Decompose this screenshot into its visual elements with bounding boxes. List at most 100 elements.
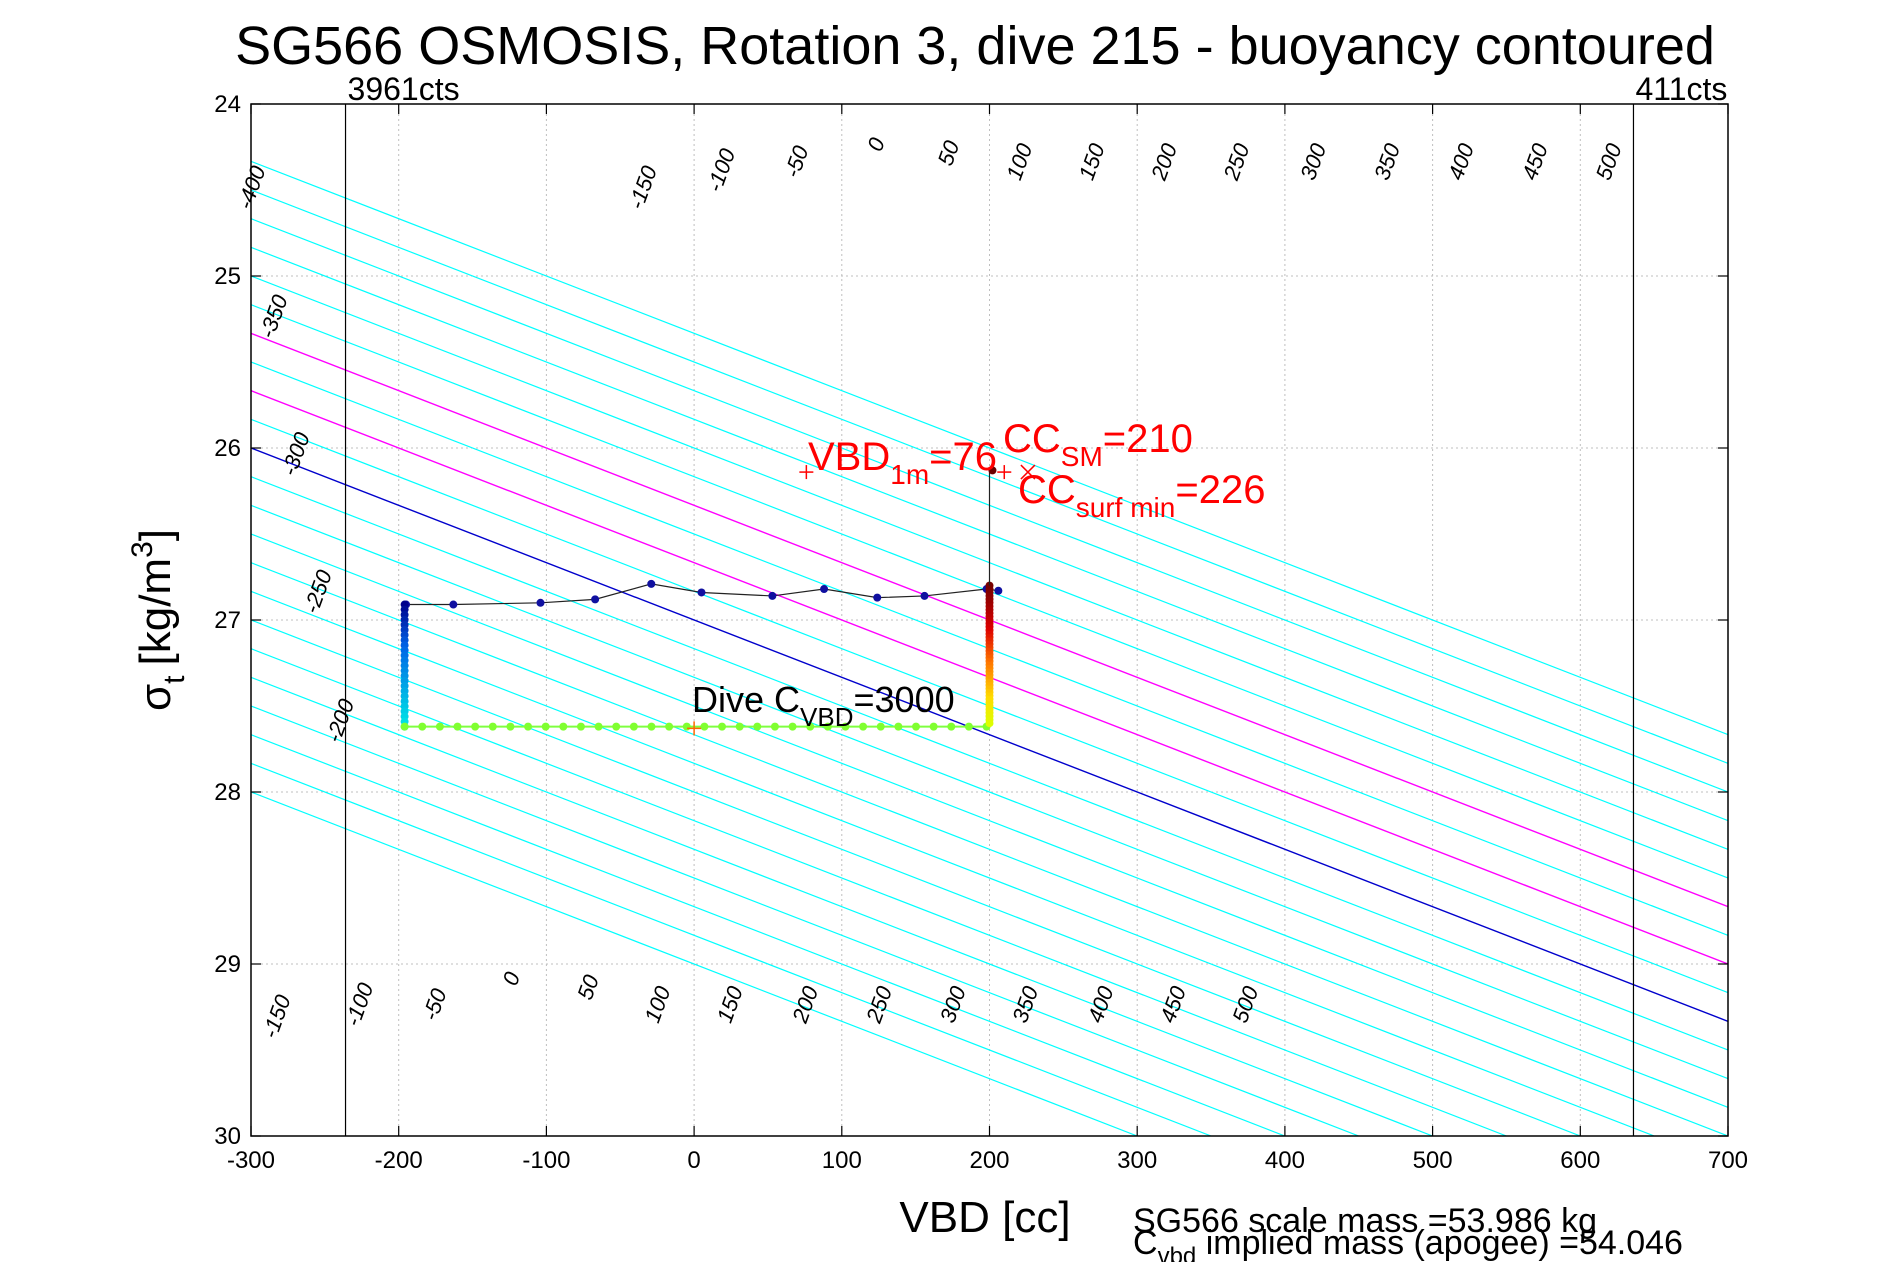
dive-point bbox=[488, 722, 497, 731]
contour-line bbox=[251, 533, 1728, 1108]
contour-line bbox=[251, 304, 1728, 879]
contour-label: -150 bbox=[257, 991, 296, 1042]
annotations: VBD1m=76 CCSM=210 CCsurf min=226 Dive CV… bbox=[692, 417, 1265, 732]
x-tick-label: 700 bbox=[1708, 1147, 1748, 1174]
dive-point bbox=[506, 722, 515, 731]
dive-point bbox=[418, 722, 427, 731]
contour-label: 100 bbox=[1001, 139, 1037, 183]
contour-line-highlight bbox=[251, 389, 1728, 965]
contour-line bbox=[251, 504, 1728, 1080]
dive-point bbox=[820, 585, 829, 594]
contour-label: -50 bbox=[417, 985, 452, 1024]
contour-line bbox=[251, 275, 1728, 850]
contour-label: 50 bbox=[572, 971, 604, 1003]
contour-label: -100 bbox=[702, 145, 741, 196]
contour-line-zero bbox=[251, 447, 1728, 1023]
y-tick-label: 29 bbox=[214, 951, 241, 978]
dive-point bbox=[806, 722, 815, 731]
footer: SG566 scale mass =53.986 kg Cvbd implied… bbox=[1133, 1202, 1683, 1262]
contour-label: 350 bbox=[1007, 982, 1043, 1026]
dive-point bbox=[929, 722, 938, 731]
dive-point bbox=[647, 722, 656, 731]
chart-title: SG566 OSMOSIS, Rotation 3, dive 215 - bu… bbox=[235, 16, 1715, 76]
x-tick-label: 600 bbox=[1560, 1147, 1600, 1174]
y-tick-label: 30 bbox=[214, 1123, 241, 1150]
dive-path-line bbox=[406, 583, 999, 606]
dive-point bbox=[912, 722, 921, 731]
dive-point bbox=[788, 722, 797, 731]
dive-point bbox=[471, 722, 480, 731]
y-axis-label-symbol: σ bbox=[131, 684, 180, 711]
y-axis-label-sup: 3 bbox=[126, 541, 159, 558]
dive-c-sub: VBD bbox=[800, 702, 853, 732]
contour-line bbox=[251, 705, 1359, 1136]
y-tick-label: 27 bbox=[214, 607, 241, 634]
dive-point bbox=[920, 591, 929, 600]
contour-label: 450 bbox=[1155, 982, 1191, 1026]
svg-text:σt[kg/m3]: σt [kg/m3] bbox=[126, 529, 191, 711]
x-tick-label: -200 bbox=[375, 1147, 423, 1174]
contour-label: -200 bbox=[321, 695, 360, 746]
contour-line bbox=[251, 562, 1728, 1136]
x-tick-label: 100 bbox=[822, 1147, 862, 1174]
contour-label: 150 bbox=[712, 982, 748, 1026]
contour-label: 300 bbox=[1295, 139, 1331, 183]
dive-point bbox=[536, 598, 545, 607]
contour-label: 400 bbox=[1083, 982, 1119, 1026]
cc-sm-value: =210 bbox=[1103, 417, 1193, 461]
contour-label: 50 bbox=[933, 137, 965, 169]
dive-path bbox=[400, 466, 1003, 731]
dive-point bbox=[697, 588, 706, 597]
x-marker bbox=[1020, 464, 1036, 480]
contour-label: 0 bbox=[862, 134, 890, 155]
contour-line bbox=[251, 246, 1728, 822]
implied-mass-rest: implied mass (apogee) =54.046 bbox=[1196, 1224, 1683, 1262]
vbd-limit-lines: 3961cts 411cts bbox=[344, 71, 1727, 1136]
contour-line bbox=[251, 734, 1286, 1136]
dive-point bbox=[665, 722, 674, 731]
vbd-limit-label: 411cts bbox=[1635, 71, 1727, 107]
contour-label: -250 bbox=[299, 566, 338, 617]
dive-point bbox=[612, 722, 621, 731]
dive-point bbox=[964, 722, 973, 731]
dive-point bbox=[541, 722, 550, 731]
x-tick-label: 200 bbox=[969, 1147, 1009, 1174]
dive-point bbox=[453, 722, 462, 731]
dive-point bbox=[576, 722, 585, 731]
cc-sm-main: CC bbox=[1003, 417, 1061, 461]
contour-label: -150 bbox=[623, 162, 662, 213]
contour-line bbox=[251, 361, 1728, 936]
cc-surf-min-sub: surf min bbox=[1076, 492, 1176, 523]
dive-point bbox=[559, 722, 568, 731]
contour-line bbox=[251, 418, 1728, 994]
implied-mass-main: C bbox=[1133, 1224, 1158, 1262]
vbd-1m-sub: 1m bbox=[890, 459, 929, 490]
contour-label: 500 bbox=[1227, 982, 1263, 1026]
x-tick-label: -300 bbox=[227, 1147, 275, 1174]
dive-point bbox=[873, 593, 882, 602]
y-tick-label: 25 bbox=[214, 263, 241, 290]
vbd-1m-annotation: VBD1m=76 bbox=[808, 435, 997, 490]
contour-labels: -400-350-300-250-200-150 -100 -50 0 50 100 150… bbox=[232, 134, 1627, 1042]
dive-point bbox=[770, 722, 779, 731]
contour-label: 350 bbox=[1369, 139, 1405, 183]
contour-line bbox=[251, 189, 1728, 764]
contour-label: 250 bbox=[861, 982, 898, 1027]
x-tick-label: 500 bbox=[1413, 1147, 1453, 1174]
y-axis-label-unit: [kg/m bbox=[131, 558, 180, 666]
contour-label: 200 bbox=[787, 982, 824, 1027]
dive-point bbox=[894, 722, 903, 731]
contour-line bbox=[251, 476, 1728, 1051]
contour-label: -50 bbox=[779, 142, 814, 181]
dive-c-value: =3000 bbox=[854, 679, 955, 720]
contour-label: -300 bbox=[276, 428, 315, 479]
x-tick-label: 0 bbox=[687, 1147, 700, 1174]
cc-surf-min-main: CC bbox=[1018, 468, 1076, 512]
cc-sm-sub: SM bbox=[1061, 441, 1103, 472]
contour-label: 0 bbox=[497, 968, 525, 989]
dive-point bbox=[594, 722, 603, 731]
dive-point bbox=[700, 722, 709, 731]
axis-ticks: -300 -200 -100 0 100 200 300 400 500 600 700242526… bbox=[214, 91, 1748, 1174]
contour-label: 300 bbox=[935, 982, 971, 1026]
